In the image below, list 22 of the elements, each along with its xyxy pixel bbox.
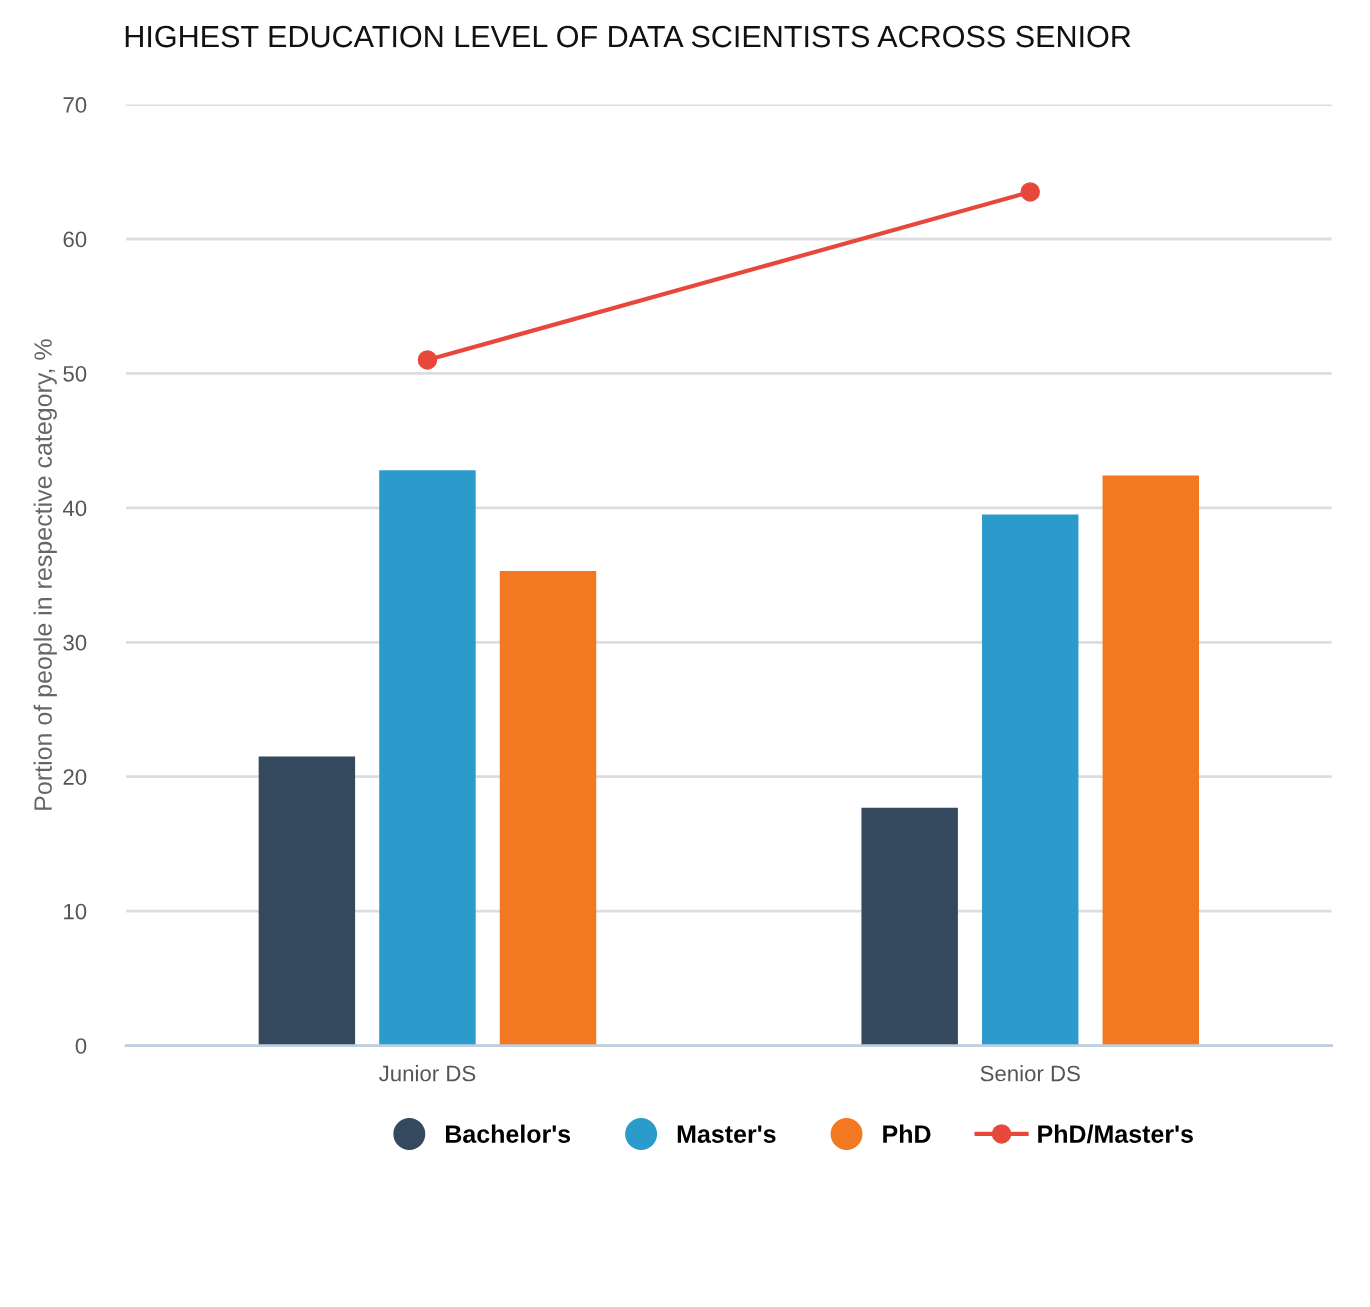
chart-title: HIGHEST EDUCATION LEVEL OF DATA SCIENTISTS ACROSS SENIOR [125, 25, 1131, 48]
y-tick-label: 60 [63, 231, 87, 248]
legend-label: PhD/Master's [1038, 1124, 1193, 1144]
y-tick-label: 10 [64, 903, 87, 920]
y-tick-label: 0 [75, 1038, 87, 1054]
bar [258, 756, 356, 1046]
bar [1102, 475, 1200, 1046]
bar [861, 807, 958, 1046]
y-tick-label: 20 [63, 769, 87, 785]
bar [499, 571, 597, 1046]
y-tick-label: 30 [63, 634, 87, 651]
y-tick-label: 40 [62, 500, 87, 517]
y-tick-label: 70 [63, 97, 87, 113]
x-tick-label: Senior DS [980, 1065, 1080, 1082]
legend-label: PhD [883, 1124, 931, 1143]
y-tick-label: 50 [63, 365, 87, 382]
legend-label: Bachelor's [445, 1124, 571, 1143]
y-axis-title: Portion of people in respective category, % [33, 339, 57, 810]
bar [982, 514, 1079, 1046]
bar [379, 470, 476, 1046]
legend-label: Master's [677, 1125, 776, 1143]
x-tick-label: Junior DS [379, 1065, 476, 1082]
